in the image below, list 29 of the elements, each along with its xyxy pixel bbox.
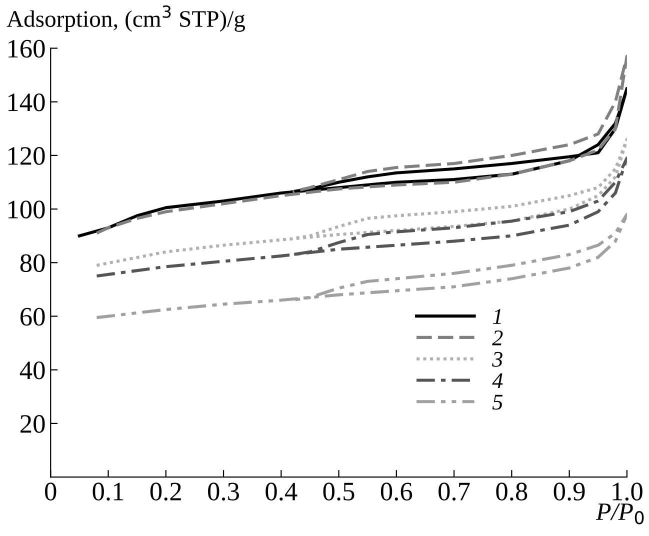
y-axis-title: Adsorption, (cm$^{3}$ STP)/g	[6, 5, 246, 32]
x-tick-label: 0.9	[554, 482, 585, 501]
x-tick-label: 1.0	[612, 482, 642, 501]
line-series	[95, 138, 627, 267]
x-tick-label: 0.2	[150, 482, 181, 501]
line-series	[95, 156, 627, 278]
y-tick-label: 80	[20, 254, 45, 272]
x-tick-label: 0.8	[496, 482, 528, 501]
x-tick-label: 0.7	[438, 482, 470, 501]
y-tick-label: 20	[20, 415, 45, 433]
line-series	[95, 54, 627, 235]
y-tick-label: 40	[20, 361, 45, 380]
x-tick-label: 0.5	[323, 482, 354, 501]
y-tick-label: 160	[8, 40, 45, 58]
legend-label: 2	[492, 330, 503, 346]
x-axis-title: P/P$_{0}$	[596, 503, 644, 524]
y-tick-label: 140	[8, 93, 45, 112]
x-tick-label: 0.4	[266, 482, 298, 501]
y-tick-label: 100	[8, 200, 45, 218]
legend-label: 5	[492, 394, 503, 410]
y-tick-label: 120	[8, 147, 45, 165]
legend-label: 3	[492, 352, 502, 367]
legend-label: 1	[492, 309, 501, 324]
x-tick-label: 0.6	[380, 482, 412, 501]
x-tick-label: 0	[45, 482, 56, 500]
y-tick-label: 60	[20, 308, 45, 326]
x-tick-label: 0.3	[208, 482, 239, 501]
legend-label: 4	[492, 373, 503, 388]
x-tick-label: 0.1	[92, 482, 124, 501]
